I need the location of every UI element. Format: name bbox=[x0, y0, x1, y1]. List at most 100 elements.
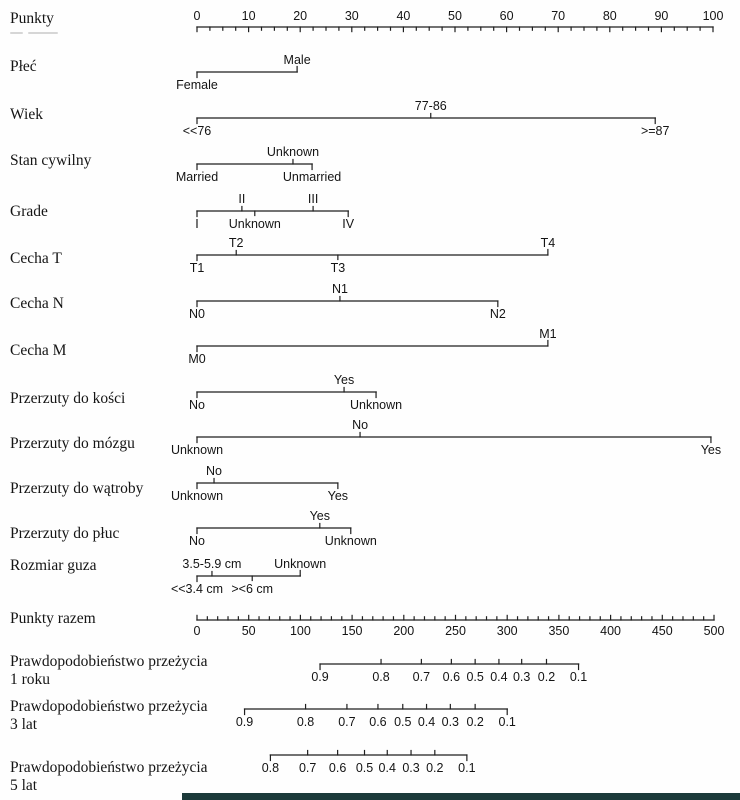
category-label: 0.4 bbox=[379, 761, 396, 775]
row-cecha-n: Cecha N N0 N1 N2 bbox=[10, 282, 506, 321]
row-label: Płeć bbox=[10, 58, 37, 75]
category-label: Male bbox=[284, 53, 311, 67]
category-label: 0.5 bbox=[356, 761, 373, 775]
category-label: Unknown bbox=[229, 217, 281, 231]
axis-number: 10 bbox=[242, 9, 256, 23]
axis-number: 200 bbox=[393, 624, 414, 638]
category-label: 0.9 bbox=[311, 670, 328, 684]
row-label: Grade bbox=[10, 203, 48, 220]
axis-number: 40 bbox=[396, 9, 410, 23]
row-label: Punkty razem bbox=[10, 610, 96, 627]
row-label: Wiek bbox=[10, 106, 43, 123]
category-label: Unmarried bbox=[283, 170, 341, 184]
category-label: Unknown bbox=[171, 489, 223, 503]
bottom-edge-bar bbox=[182, 793, 740, 800]
category-label: 0.1 bbox=[458, 761, 475, 775]
category-label: N0 bbox=[189, 307, 205, 321]
category-label: M0 bbox=[188, 352, 205, 366]
row-rozmiar-guza: Rozmiar guza <<3.4 cm 3.5-5.9 cm ><6 cmUnkn… bbox=[10, 557, 326, 596]
category-label: T1 bbox=[190, 261, 205, 275]
category-label: N1 bbox=[332, 282, 348, 296]
row-przerzuty-kosci: Przerzuty do kości No Yes Unknown bbox=[10, 373, 402, 412]
row-label: 5 lat bbox=[10, 777, 38, 794]
faded-smudge-artifact bbox=[10, 32, 23, 34]
category-label: M1 bbox=[539, 327, 556, 341]
category-label: 0.6 bbox=[329, 761, 346, 775]
row-label: Przerzuty do mózgu bbox=[10, 435, 135, 452]
category-label: 0.2 bbox=[426, 761, 443, 775]
category-label: 0.7 bbox=[338, 715, 355, 729]
category-label: Married bbox=[176, 170, 218, 184]
row-label: Cecha T bbox=[10, 250, 62, 267]
axis-number: 350 bbox=[548, 624, 569, 638]
faded-smudge-artifact bbox=[28, 32, 58, 34]
row-plec: Płeć Female Male bbox=[10, 53, 311, 92]
category-label: II bbox=[238, 192, 245, 206]
axis-number: 100 bbox=[703, 9, 724, 23]
category-label: 77-86 bbox=[415, 99, 447, 113]
axis-number: 450 bbox=[652, 624, 673, 638]
category-label: 0.2 bbox=[538, 670, 555, 684]
row-label: Przerzuty do kości bbox=[10, 390, 126, 407]
category-label: 0.4 bbox=[418, 715, 435, 729]
row-przerzuty-pluc: Przerzuty do płuc No Yes Unknown bbox=[10, 509, 377, 548]
row-label: Rozmiar guza bbox=[10, 557, 97, 574]
category-label: 0.1 bbox=[499, 715, 516, 729]
category-label: No bbox=[352, 418, 368, 432]
axis-number: 500 bbox=[704, 624, 725, 638]
category-label: ><6 cm bbox=[231, 582, 273, 596]
category-label: <<76 bbox=[183, 124, 212, 138]
category-label: Unknown bbox=[171, 443, 223, 457]
row-label: Przerzuty do płuc bbox=[10, 525, 119, 542]
category-label: N2 bbox=[490, 307, 506, 321]
category-label: T4 bbox=[541, 236, 556, 250]
category-label: T2 bbox=[229, 236, 244, 250]
category-label: <<3.4 cm bbox=[171, 582, 223, 596]
category-label: 0.7 bbox=[299, 761, 316, 775]
category-label: I bbox=[195, 217, 198, 231]
row-wiek: Wiek <<76 77-86 >=87 bbox=[10, 99, 670, 138]
category-label: Yes bbox=[334, 373, 354, 387]
category-label: IV bbox=[342, 217, 354, 231]
row-label: Prawdopodobieństwo przeżycia bbox=[10, 653, 208, 670]
row-punkty: Punkty 0 10 20 30 40 50 60 70 80 90 100 bbox=[10, 9, 724, 33]
category-label: 0.3 bbox=[442, 715, 459, 729]
row-label: Prawdopodobieństwo przeżycia bbox=[10, 759, 208, 776]
category-label: Yes bbox=[328, 489, 348, 503]
row-label: Punkty bbox=[10, 10, 54, 27]
row-cecha-t: Cecha T T1 T2 T3 T4 bbox=[10, 236, 555, 275]
category-label: 0.2 bbox=[466, 715, 483, 729]
category-label: Unknown bbox=[325, 534, 377, 548]
axis-number: 250 bbox=[445, 624, 466, 638]
row-label: Cecha M bbox=[10, 342, 67, 359]
row-label: Prawdopodobieństwo przeżycia bbox=[10, 698, 208, 715]
category-label: III bbox=[308, 192, 318, 206]
axis-number: 60 bbox=[500, 9, 514, 23]
category-label: No bbox=[206, 464, 222, 478]
row-label: Stan cywilny bbox=[10, 152, 92, 169]
category-label: Unknown bbox=[274, 557, 326, 571]
row-label: 1 roku bbox=[10, 671, 50, 688]
category-label: 0.5 bbox=[466, 670, 483, 684]
category-label: 0.1 bbox=[570, 670, 587, 684]
category-label: Female bbox=[176, 78, 218, 92]
axis-number: 30 bbox=[345, 9, 359, 23]
category-label: 0.6 bbox=[443, 670, 460, 684]
category-label: 0.4 bbox=[490, 670, 507, 684]
axis-number: 0 bbox=[194, 9, 201, 23]
axis-number: 400 bbox=[600, 624, 621, 638]
row-punkty-razem: Punkty razem 0 50 100 150 200 250 300 350 400 450 5… bbox=[10, 610, 724, 638]
category-label: 0.9 bbox=[236, 715, 253, 729]
row-stan-cywilny: Stan cywilny Married Unknown Unmarried bbox=[10, 145, 341, 184]
category-label: Unknown bbox=[350, 398, 402, 412]
axis-number: 90 bbox=[654, 9, 668, 23]
category-label: Yes bbox=[310, 509, 330, 523]
axis-number: 150 bbox=[342, 624, 363, 638]
category-label: T3 bbox=[331, 261, 346, 275]
category-label: Unknown bbox=[267, 145, 319, 159]
